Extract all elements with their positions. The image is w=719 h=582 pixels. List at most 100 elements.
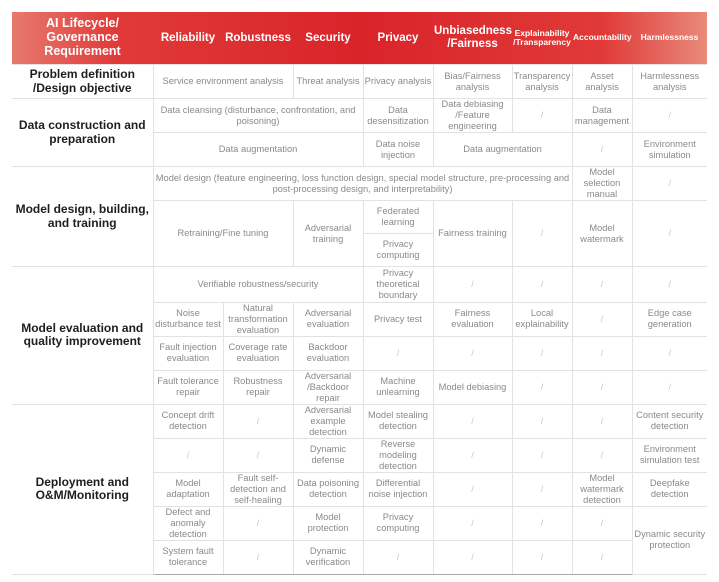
table-cell: Privacy computing bbox=[362, 233, 433, 267]
empty-cell: / bbox=[631, 266, 707, 303]
table-cell: Adversarial evaluation bbox=[292, 302, 364, 337]
table-cell: Bias/Fairness analysis bbox=[432, 64, 513, 99]
table-cell: Local explainability bbox=[511, 302, 573, 337]
table-cell: Noise disturbance test bbox=[152, 302, 224, 337]
table-cell: Fault self-detection and self-healing bbox=[222, 471, 294, 507]
empty-cell: / bbox=[631, 369, 707, 405]
table-cell: Federated learning bbox=[362, 200, 434, 234]
table-cell: Deepfake detection bbox=[631, 471, 707, 507]
table-cell: Fault injection evaluation bbox=[152, 335, 224, 371]
empty-cell: / bbox=[432, 505, 513, 541]
empty-cell: / bbox=[571, 539, 632, 575]
table-cell: Fault tolerance repair bbox=[152, 369, 224, 405]
empty-cell: / bbox=[511, 98, 573, 133]
table-cell: Threat analysis bbox=[292, 64, 364, 99]
empty-cell: / bbox=[362, 539, 434, 575]
empty-cell: / bbox=[432, 266, 513, 303]
table-row: Fault tolerance repair Robustness repair A… bbox=[12, 369, 707, 405]
empty-cell: / bbox=[222, 505, 294, 541]
table-cell: Dynamic defense bbox=[292, 437, 364, 473]
table-row: Defect and anomaly detection / Model prote… bbox=[12, 505, 707, 575]
table-header: AI Lifecycle/ Governance Requirement Reli… bbox=[12, 12, 707, 65]
table-cell: System fault tolerance bbox=[152, 539, 224, 575]
table-cell: Asset analysis bbox=[571, 64, 633, 99]
table-cell: Edge case generation bbox=[631, 302, 707, 337]
empty-cell: / bbox=[511, 266, 573, 303]
table-row: Noise disturbance test Natural transforma… bbox=[12, 302, 707, 337]
empty-cell: / bbox=[631, 335, 707, 371]
empty-cell: / bbox=[571, 266, 633, 303]
section-row-deploy: Deployment and O&M/Monitoring Concept dri… bbox=[12, 403, 707, 575]
table-cell: Harmlessness analysis bbox=[631, 64, 707, 99]
empty-cell: / bbox=[511, 335, 573, 371]
table-cell: Content security detection bbox=[631, 403, 707, 439]
table-cell: Defect and anomaly detection bbox=[152, 505, 224, 541]
empty-cell: / bbox=[511, 471, 573, 507]
empty-cell: / bbox=[222, 437, 294, 473]
table-cell: Backdoor evaluation bbox=[292, 335, 364, 371]
table-cell: Data noise injection bbox=[362, 132, 434, 167]
table-cell: Environment simulation bbox=[631, 132, 707, 167]
table-cell: Machine unlearning bbox=[362, 369, 434, 405]
empty-cell: / bbox=[571, 335, 633, 371]
table-cell: Adversarial example detection bbox=[292, 403, 364, 439]
header-explainability-transparency: Explainability /Transparency bbox=[513, 27, 571, 47]
empty-cell: / bbox=[432, 471, 513, 507]
table-row: / / Dynamic defense Reverse modeling detect… bbox=[12, 437, 707, 473]
table-cell: Data desensitization bbox=[362, 98, 434, 133]
table-row: Retraining/Fine tuning Adversarial traini… bbox=[12, 200, 707, 267]
table-cell: Data augmentation bbox=[152, 132, 364, 167]
table-cell: Data poisoning detection bbox=[292, 471, 364, 507]
header-accountability: Accountability bbox=[573, 32, 632, 43]
table-cell: Dynamic verification bbox=[292, 539, 364, 575]
table-cell: Differential noise injection bbox=[362, 471, 434, 507]
table-cell: Service environment analysis bbox=[152, 64, 294, 99]
section-row-data: Data construction and preparation Data cl… bbox=[12, 98, 707, 167]
header-reliability: Reliability bbox=[160, 31, 216, 44]
table-cell: Concept drift detection bbox=[152, 403, 224, 439]
stage-label: Model design, building, and training bbox=[12, 166, 154, 267]
header-lifecycle-requirement: AI Lifecycle/ Governance Requirement bbox=[44, 16, 121, 58]
table-cell: Retraining/Fine tuning bbox=[152, 200, 294, 267]
table-row: Data augmentation Data noise injection Dat… bbox=[12, 132, 707, 167]
empty-cell: / bbox=[631, 98, 707, 133]
table-cell: Model design (feature engineering, loss … bbox=[152, 166, 573, 201]
empty-cell: / bbox=[571, 403, 633, 439]
empty-cell: / bbox=[222, 403, 294, 439]
header-robustness: Robustness bbox=[225, 31, 291, 44]
table-row: Privacy computing bbox=[12, 233, 707, 267]
empty-cell: / bbox=[511, 437, 573, 473]
header-unbiasedness-fairness: Unbiasedness /Fairness bbox=[434, 25, 512, 50]
table-cell: Model selection manual bbox=[571, 166, 633, 201]
empty-cell: / bbox=[152, 437, 224, 473]
table-cell: Privacy analysis bbox=[362, 64, 434, 99]
table-cell: Model stealing detection bbox=[362, 403, 434, 439]
empty-cell: / bbox=[511, 369, 573, 405]
table-cell: Robustness repair bbox=[222, 369, 294, 405]
table-cell: Privacy test bbox=[362, 302, 434, 337]
stage-label: Model evaluation and quality improvement bbox=[12, 266, 154, 405]
stage-label: Problem definition /Design objective bbox=[12, 64, 154, 99]
table-cell: Adversarial /Backdoor repair bbox=[292, 369, 364, 405]
empty-cell: / bbox=[571, 505, 633, 541]
header-harmlessness: Harmlessness bbox=[640, 32, 699, 43]
table-cell: Dynamic security protection bbox=[631, 505, 707, 575]
table-cell: Privacy theoretical boundary bbox=[362, 266, 434, 303]
ai-governance-table: AI Lifecycle/ Governance Requirement Reli… bbox=[12, 12, 707, 575]
section-row-model: Model design, building, and training Mode… bbox=[12, 166, 707, 267]
table-cell: Reverse modeling detection bbox=[362, 437, 434, 473]
header-row: AI Lifecycle/ Governance Requirement Reli… bbox=[12, 12, 707, 65]
empty-cell: / bbox=[571, 437, 633, 473]
table-cell: Verifiable robustness/security bbox=[152, 266, 364, 303]
table-body: Problem definition /Design objective Serv… bbox=[12, 64, 707, 575]
table-cell: Environment simulation test bbox=[631, 437, 707, 473]
empty-cell: / bbox=[511, 200, 573, 267]
table-cell: Adversarial training bbox=[292, 200, 364, 267]
table-cell: Fairness evaluation bbox=[432, 302, 513, 337]
empty-cell: / bbox=[631, 166, 707, 201]
table-cell: Coverage rate evaluation bbox=[222, 335, 294, 371]
stage-label: Data construction and preparation bbox=[12, 98, 154, 167]
table-cell: Model watermark bbox=[571, 200, 633, 267]
empty-cell: / bbox=[511, 539, 573, 575]
empty-cell: / bbox=[511, 403, 573, 439]
